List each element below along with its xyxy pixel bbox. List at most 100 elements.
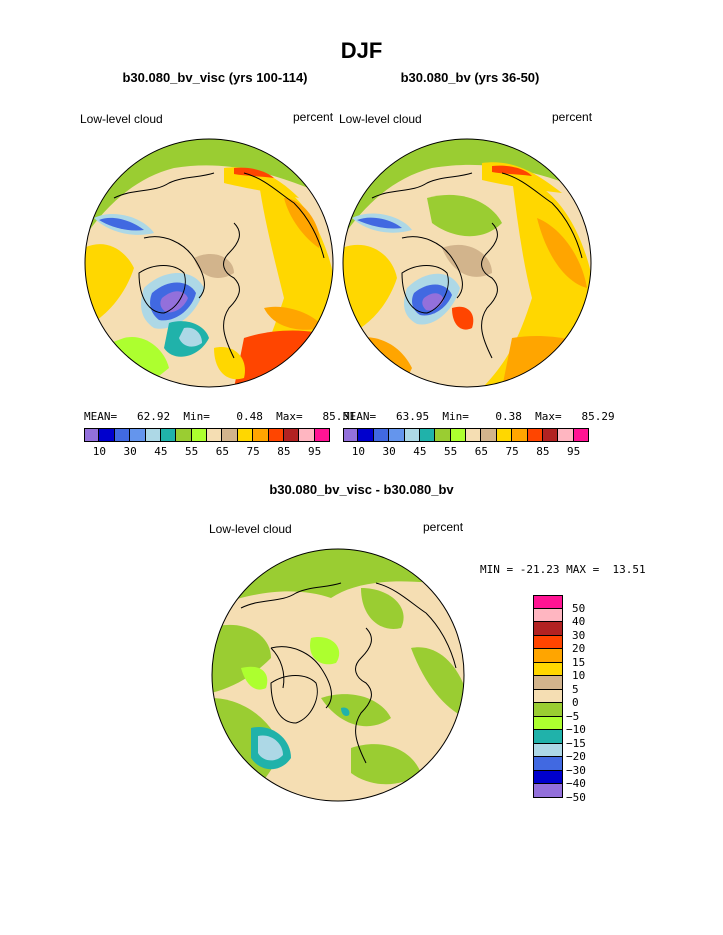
panel-2-units-label: percent <box>552 110 593 124</box>
colorbar-swatch <box>435 428 451 442</box>
colorbar-tick-label: 30 <box>123 445 137 458</box>
colorbar-swatch <box>222 428 238 442</box>
panel-2-variable-label: Low-level cloud <box>339 112 422 126</box>
colorbar-swatch <box>299 428 315 442</box>
legend-label: −50 <box>566 791 586 804</box>
colorbar-swatch <box>466 428 482 442</box>
mean-label: MEAN= <box>84 410 118 423</box>
legend-swatch <box>533 622 563 636</box>
colorbar-swatch <box>404 428 420 442</box>
legend-swatch <box>533 770 563 785</box>
legend-swatch <box>533 784 563 798</box>
panel-1-units-label: percent <box>293 110 334 124</box>
max-label: Max= <box>535 410 562 423</box>
panel-2-colorbar <box>343 428 589 442</box>
legend-label: 20 <box>572 642 586 656</box>
panel-2-polar-map <box>342 138 592 388</box>
colorbar-swatch <box>237 428 254 442</box>
max-value: 85.51 <box>322 410 356 423</box>
colorbar-swatch <box>207 428 223 442</box>
colorbar-swatch <box>558 428 574 442</box>
colorbar-tick-label: 45 <box>413 445 427 458</box>
colorbar-swatch <box>512 428 528 442</box>
difference-units-label: percent <box>423 520 464 534</box>
legend-swatch <box>533 757 563 771</box>
colorbar-swatch <box>253 428 269 442</box>
mean-value: 63.95 <box>396 410 430 423</box>
legend-label: −40 <box>566 777 586 791</box>
legend-label: 15 <box>572 655 586 669</box>
colorbar-swatch <box>99 428 115 442</box>
legend-swatch <box>533 689 563 704</box>
max-label: Max= <box>276 410 303 423</box>
panel-2-case-title: b30.080_bv (yrs 36-50) <box>400 70 540 85</box>
colorbar-swatch <box>314 428 330 442</box>
legend-label: −15 <box>566 736 586 750</box>
colorbar-swatch <box>283 428 300 442</box>
colorbar-tick-label: 95 <box>308 445 322 458</box>
legend-swatch <box>533 676 563 690</box>
colorbar-tick-label: 85 <box>277 445 291 458</box>
panel-1-stats: MEAN= 62.92 Min= 0.48 Max= 85.51 <box>84 410 356 423</box>
difference-variable-label: Low-level cloud <box>209 522 292 536</box>
colorbar-swatch <box>130 428 146 442</box>
legend-label: −10 <box>566 723 586 737</box>
legend-swatch <box>533 703 563 717</box>
colorbar-tick-label: 30 <box>382 445 396 458</box>
legend-label: 50 <box>572 601 586 615</box>
colorbar-swatch <box>145 428 161 442</box>
colorbar-tick-label: 75 <box>246 445 260 458</box>
legend-swatch <box>533 649 563 663</box>
legend-label: 40 <box>572 615 586 629</box>
colorbar-swatch <box>176 428 192 442</box>
colorbar-swatch <box>542 428 559 442</box>
legend-swatch <box>533 716 563 731</box>
panel-1-colorbar-ticks: 10 30 45 55 65 75 85 95 <box>84 445 330 459</box>
legend-label: −30 <box>566 763 586 777</box>
difference-minmax: MIN = -21.23 MAX = 13.51 <box>480 563 646 576</box>
colorbar-swatch <box>527 428 543 442</box>
difference-legend-labels: 50 40 30 20 15 10 5 0 −5 −10 −15 −20 −30 −40 −50 <box>566 595 626 804</box>
legend-label: −20 <box>566 750 586 764</box>
colorbar-swatch <box>358 428 374 442</box>
legend-swatch <box>533 608 563 623</box>
panel-1-variable-label: Low-level cloud <box>80 112 163 126</box>
min-value: 0.48 <box>236 410 263 423</box>
page-title: DJF <box>340 38 383 63</box>
legend-label: −5 <box>566 709 580 723</box>
max-value: 85.29 <box>581 410 615 423</box>
colorbar-swatch <box>191 428 207 442</box>
colorbar-swatch <box>84 428 100 442</box>
colorbar-swatch <box>343 428 359 442</box>
panel-1-polar-map <box>84 138 334 388</box>
colorbar-swatch <box>268 428 284 442</box>
min-label: Min= <box>442 410 469 423</box>
legend-swatch <box>533 595 563 609</box>
colorbar-tick-label: 10 <box>92 445 106 458</box>
colorbar-tick-label: 55 <box>444 445 458 458</box>
colorbar-swatch <box>496 428 513 442</box>
legend-label: 0 <box>572 696 579 710</box>
legend-swatch <box>533 662 563 677</box>
difference-polar-map <box>211 548 465 802</box>
colorbar-tick-label: 55 <box>185 445 199 458</box>
legend-label: 30 <box>572 628 586 642</box>
colorbar-swatch <box>160 428 177 442</box>
colorbar-swatch <box>450 428 466 442</box>
colorbar-swatch <box>481 428 497 442</box>
colorbar-tick-label: 85 <box>536 445 550 458</box>
panel-2-colorbar-ticks: 10 30 45 55 65 75 85 95 <box>343 445 589 459</box>
legend-swatch <box>533 635 563 650</box>
legend-swatch <box>533 730 563 744</box>
difference-legend <box>533 595 563 798</box>
difference-title: b30.080_bv_visc - b30.080_bv <box>269 482 454 497</box>
panel-1-case-title: b30.080_bv_visc (yrs 100-114) <box>122 70 308 85</box>
panel-2-stats: MEAN= 63.95 Min= 0.38 Max= 85.29 <box>343 410 615 423</box>
colorbar-tick-label: 95 <box>567 445 581 458</box>
mean-value: 62.92 <box>137 410 171 423</box>
mean-label: MEAN= <box>343 410 377 423</box>
legend-swatch <box>533 743 563 758</box>
colorbar-tick-label: 65 <box>215 445 229 458</box>
colorbar-tick-label: 65 <box>474 445 488 458</box>
colorbar-swatch <box>419 428 436 442</box>
